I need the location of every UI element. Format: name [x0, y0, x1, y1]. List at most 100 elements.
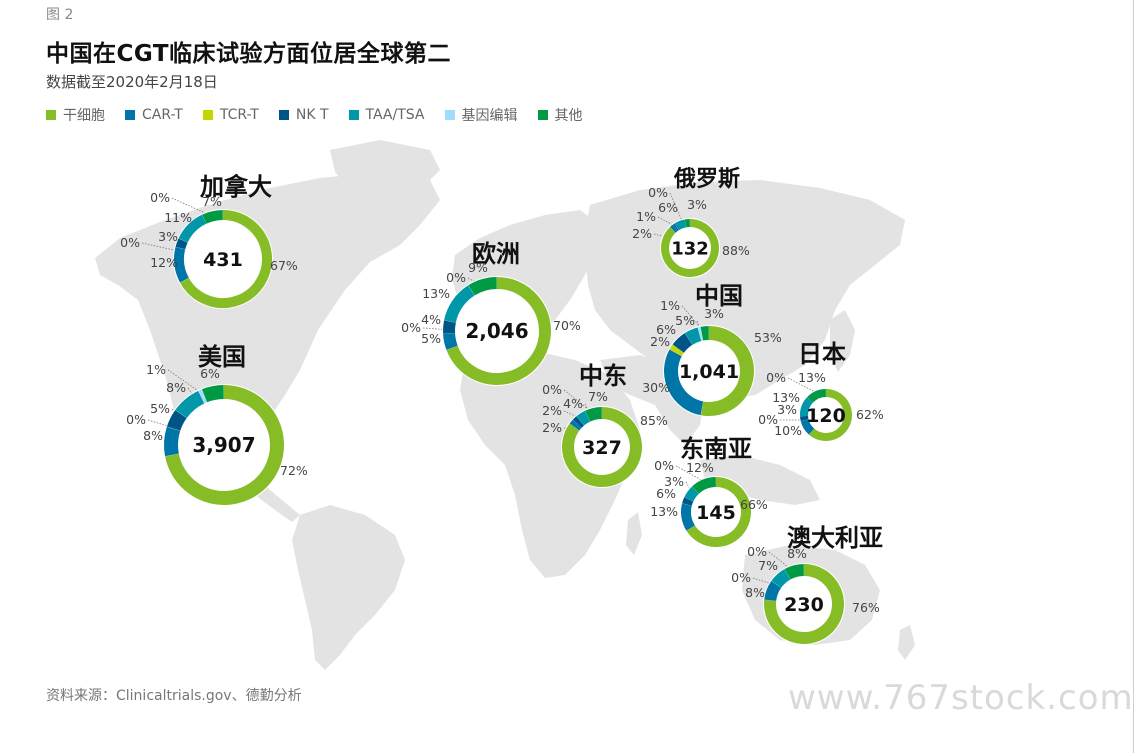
donut-segment-0: [809, 389, 852, 441]
donut-segment-1: [164, 426, 181, 457]
legend-swatch: [444, 110, 455, 120]
percent-label: 76%: [852, 600, 880, 615]
percent-label: 66%: [740, 497, 768, 512]
donut-segment-4: [444, 285, 475, 323]
legend-swatch: [46, 110, 56, 120]
percent-label: 0%: [654, 458, 674, 473]
percent-label: 53%: [754, 330, 782, 345]
donut-segment-3: [672, 223, 679, 232]
percent-label: 1%: [146, 362, 166, 377]
donut-segment-0: [686, 477, 751, 547]
percent-label: 3%: [777, 402, 797, 417]
percent-label: 7%: [758, 558, 778, 573]
percent-label: 8%: [166, 380, 186, 395]
percent-label: 4%: [563, 396, 583, 411]
percent-label: 0%: [150, 190, 170, 205]
percent-label: 5%: [675, 313, 695, 328]
donut-hole: [679, 341, 739, 401]
percent-label: 13%: [772, 390, 800, 405]
donut-hole: [809, 398, 843, 432]
donut-segment-0: [764, 564, 844, 644]
percent-label: 5%: [421, 331, 441, 346]
legend-label: TAA/TSA: [365, 107, 425, 123]
legend-label: 其他: [554, 108, 583, 124]
land-se-asia: [700, 455, 820, 505]
percent-label: 6%: [658, 200, 678, 215]
percent-label: 70%: [553, 318, 581, 333]
percent-label: 6%: [200, 366, 220, 381]
percent-label: 0%: [120, 235, 140, 250]
legend-item-other: 其他: [537, 105, 583, 125]
percent-label: 0%: [731, 570, 751, 585]
percent-label: 5%: [150, 401, 170, 416]
land-south-america: [292, 505, 405, 670]
donut-total: 145: [696, 502, 736, 524]
donut-segment-0: [661, 219, 719, 277]
leader-line: [675, 465, 706, 483]
donut-total: 3,907: [192, 433, 255, 457]
donut-hole: [692, 488, 740, 536]
legend-swatch: [202, 110, 213, 120]
donut-segment-1: [764, 580, 782, 602]
percent-label: 13%: [422, 286, 450, 301]
percent-label: 12%: [150, 255, 178, 270]
donut-segment-0: [446, 277, 551, 385]
percent-label: 2%: [542, 403, 562, 418]
percent-label: 0%: [747, 544, 767, 559]
donut-segment-1: [443, 332, 458, 350]
legend-item-stem-cell: 干细胞: [46, 105, 105, 125]
donut-segment-1: [664, 349, 704, 416]
donut-segment-3: [800, 415, 809, 422]
percent-label: 8%: [787, 546, 807, 561]
donut-segment-2: [669, 344, 684, 357]
percent-label: 0%: [401, 320, 421, 335]
donut-segment-1: [174, 247, 189, 283]
donut-segment-6: [584, 407, 603, 422]
donut-segment-4: [175, 390, 205, 419]
donut-segment-1: [800, 418, 815, 435]
chart-subtitle: 数据截至2020年2月18日: [46, 73, 218, 91]
donut-segment-6: [201, 385, 225, 403]
donut-segment-6: [202, 210, 224, 224]
percent-label: 4%: [421, 312, 441, 327]
donut-segment-1: [569, 419, 582, 431]
percent-label: 0%: [766, 370, 786, 385]
donut-hole: [456, 290, 538, 372]
leader-line: [171, 197, 206, 214]
percent-label: 0%: [648, 185, 668, 200]
donut-segment-0: [165, 385, 284, 505]
donut-segment-4: [674, 219, 687, 231]
donut-hole: [179, 400, 269, 490]
donut-total: 120: [806, 405, 846, 427]
legend-label: NK T: [295, 107, 329, 123]
percent-label: 1%: [660, 298, 680, 313]
percent-label: 8%: [143, 428, 163, 443]
percent-label: 0%: [126, 412, 146, 427]
donut-segment-6: [807, 389, 827, 403]
legend-label: 基因编辑: [461, 108, 518, 124]
percent-label: 72%: [280, 463, 308, 478]
percent-label: 13%: [798, 370, 826, 385]
donut-segment-6: [468, 277, 498, 296]
region-title: 澳大利亚: [787, 524, 883, 552]
donut-segment-3: [443, 320, 456, 334]
legend-swatch: [125, 110, 135, 120]
region-title: 欧洲: [472, 240, 520, 268]
legend-item-nk-t: NK T: [278, 105, 329, 125]
percent-label: 10%: [774, 423, 802, 438]
donut-segment-0: [700, 326, 754, 416]
donut-5: 327 中东7% 0%4%2% 2% 85%: [542, 362, 668, 488]
percent-label: 12%: [686, 460, 714, 475]
percent-label: 8%: [745, 585, 765, 600]
region-title: 中国: [695, 282, 743, 310]
donut-segment-4: [800, 397, 814, 417]
region-title: 日本: [798, 340, 846, 368]
donut-total: 431: [203, 249, 243, 271]
legend-swatch: [278, 110, 289, 120]
percent-label: 6%: [656, 486, 676, 501]
donut-hole: [185, 221, 261, 297]
